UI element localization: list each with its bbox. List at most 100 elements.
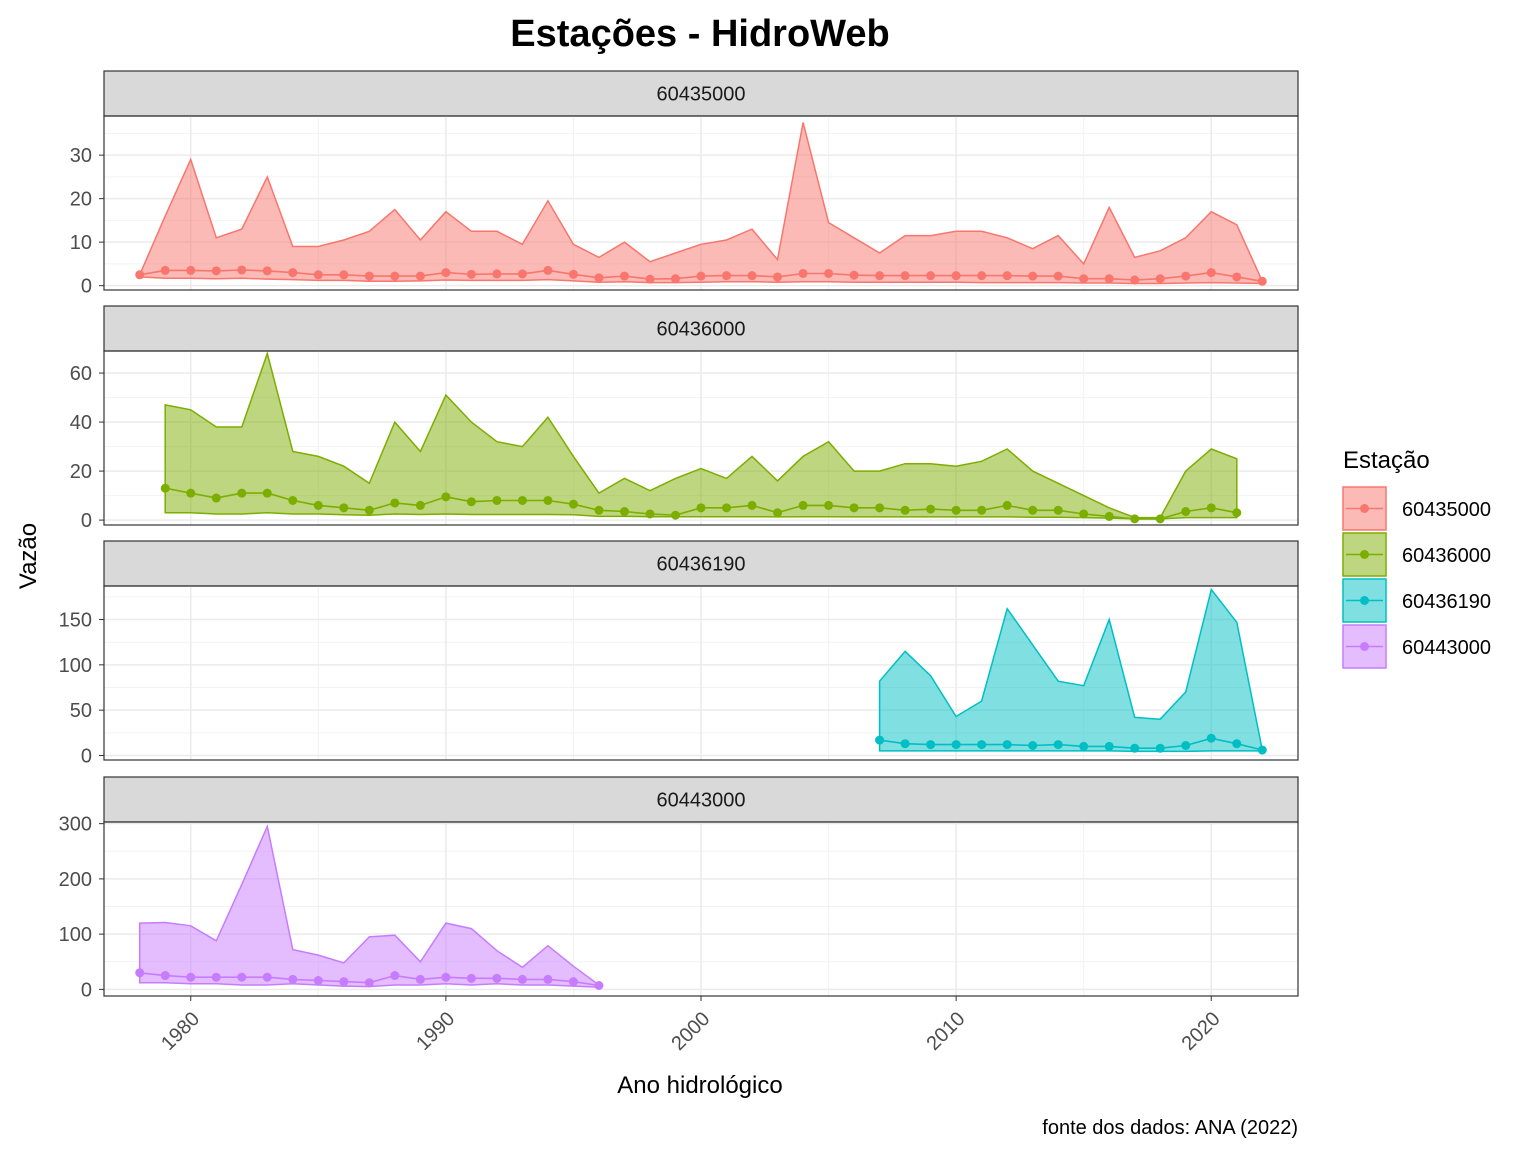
legend-key-point [1360, 596, 1369, 605]
mean-point [186, 265, 196, 275]
mean-point [466, 973, 476, 983]
mean-point [1206, 733, 1216, 743]
mean-point [1028, 271, 1038, 281]
mean-point [288, 974, 298, 984]
y-tick-label: 60 [70, 363, 92, 385]
mean-point [415, 271, 425, 281]
mean-point [517, 974, 527, 984]
mean-point [1155, 743, 1165, 753]
mean-point [1232, 739, 1242, 749]
y-tick-label: 40 [70, 412, 92, 434]
mean-point [492, 495, 502, 505]
mean-point [211, 972, 221, 982]
mean-point [568, 499, 578, 509]
x-tick-label: 1980 [157, 1008, 204, 1055]
mean-point [466, 269, 476, 279]
mean-point [441, 972, 451, 982]
mean-point [824, 268, 834, 278]
mean-point [900, 271, 910, 281]
facet-panel-60436190: 60436190 0 50 100 150 [59, 540, 1299, 767]
y-tick-label: 200 [59, 869, 92, 891]
mean-point [849, 270, 859, 280]
mean-point [1181, 741, 1191, 750]
mean-point [594, 981, 604, 991]
mean-point [568, 269, 578, 279]
y-tick-label: 20 [70, 189, 92, 211]
mean-point [670, 274, 680, 284]
legend-key-point [1360, 550, 1369, 559]
x-tick-label: 2020 [1178, 1008, 1225, 1055]
mean-point [594, 273, 604, 283]
mean-point [619, 507, 629, 517]
y-tick-label: 0 [81, 979, 92, 1001]
mean-point [645, 509, 655, 519]
mean-point [543, 974, 553, 984]
mean-point [211, 266, 221, 276]
mean-point [1028, 505, 1038, 515]
mean-point [237, 488, 247, 498]
mean-point [1028, 741, 1038, 750]
mean-point [1079, 509, 1089, 519]
mean-point [875, 503, 885, 513]
legend-item-60435000: 60435000 [1342, 486, 1491, 531]
mean-point [1104, 741, 1114, 751]
mean-point [262, 266, 272, 276]
mean-point [492, 973, 502, 983]
mean-point [339, 977, 349, 987]
mean-point [135, 270, 145, 280]
mean-point [1079, 274, 1089, 284]
mean-point [670, 510, 680, 520]
mean-point [364, 505, 374, 515]
mean-point [1155, 274, 1165, 284]
facet-panels: 60435000 0 10 20 30 60436000 0 20 40 60 60436190 0 5… [59, 70, 1299, 1055]
mean-point [951, 271, 961, 281]
mean-point [1002, 500, 1012, 510]
mean-point [645, 274, 655, 284]
mean-point [926, 271, 936, 281]
mean-point [594, 505, 604, 515]
mean-point [441, 268, 451, 278]
mean-point [466, 497, 476, 507]
mean-point [339, 503, 349, 513]
mean-point [1232, 272, 1242, 282]
mean-point [824, 500, 834, 510]
mean-point [900, 739, 910, 749]
mean-point [1053, 740, 1063, 750]
mean-point [875, 735, 885, 745]
mean-point [747, 271, 757, 281]
y-tick-label: 20 [70, 461, 92, 483]
mean-point [415, 974, 425, 984]
mean-point [135, 968, 145, 978]
mean-point [568, 977, 578, 987]
mean-point [262, 488, 272, 498]
panel-border [103, 350, 1299, 526]
mean-point [390, 271, 400, 281]
facet-strip-label: 60435000 [657, 84, 746, 106]
mean-point [492, 269, 502, 279]
mean-point [926, 740, 936, 750]
mean-point [747, 500, 757, 510]
mean-point [1206, 503, 1216, 513]
x-tick-label: 2000 [667, 1008, 714, 1055]
mean-point [517, 269, 527, 279]
mean-point [875, 271, 885, 281]
mean-point [773, 508, 783, 518]
mean-point [313, 976, 323, 986]
mean-point [977, 505, 987, 515]
mean-point [262, 972, 272, 982]
mean-point [390, 971, 400, 981]
mean-point [160, 483, 170, 493]
y-tick-label: 100 [59, 655, 92, 677]
mean-point [798, 500, 808, 510]
panel-border [103, 585, 1299, 761]
mean-point [798, 268, 808, 278]
mean-point [1002, 740, 1012, 750]
mean-point [364, 978, 374, 988]
mean-point [543, 265, 553, 275]
mean-point [1053, 271, 1063, 281]
mean-point [1130, 514, 1140, 524]
mean-point [1002, 271, 1012, 281]
mean-point [160, 265, 170, 275]
legend: Estação 60435000 60436000 60436190 60443000 [1342, 447, 1491, 669]
mean-point [1130, 275, 1140, 285]
